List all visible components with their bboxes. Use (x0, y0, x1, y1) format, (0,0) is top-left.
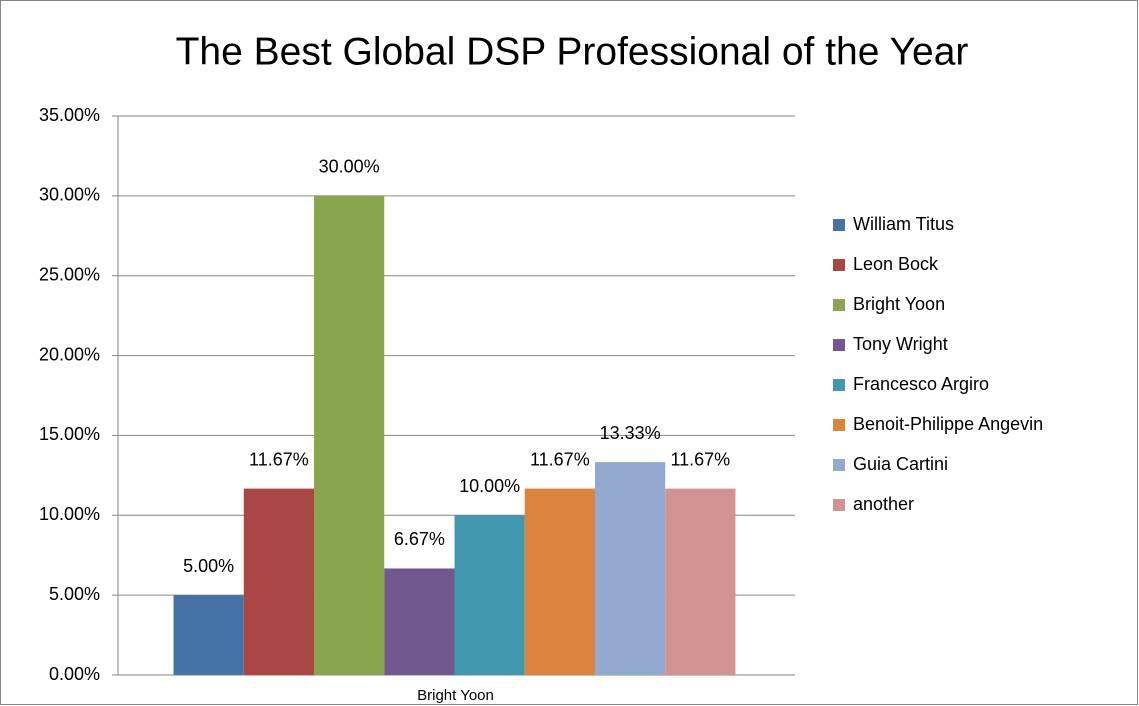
legend-swatch (833, 459, 845, 471)
bar (314, 195, 385, 675)
y-tick-label: 25.00% (39, 264, 100, 284)
bar (243, 488, 315, 675)
bar (384, 568, 455, 675)
bar (594, 462, 666, 675)
chart-title: The Best Global DSP Professional of the … (176, 30, 969, 73)
x-tick-label: Bright Yoon (417, 687, 494, 704)
legend-swatch (833, 419, 845, 431)
legend-swatch (833, 259, 845, 271)
legend-label: Tony Wright (853, 334, 948, 354)
legend-label: Benoit-Philippe Angevin (853, 414, 1043, 434)
value-label: 5.00% (183, 556, 234, 576)
y-tick-label: 35.00% (39, 105, 100, 125)
legend-label: Francesco Argiro (853, 374, 989, 394)
y-tick-label: 15.00% (39, 424, 100, 444)
legend-label: Guia Cartini (853, 454, 948, 474)
y-tick-label: 20.00% (39, 344, 100, 364)
legend-label: William Titus (853, 214, 954, 234)
y-tick-label: 0.00% (49, 664, 100, 684)
value-label: 6.67% (394, 529, 445, 549)
value-label: 13.33% (600, 423, 661, 443)
bar (524, 488, 595, 675)
value-label: 30.00% (319, 157, 380, 177)
legend-swatch (833, 299, 845, 311)
value-label: 11.67% (530, 449, 590, 469)
legend-label: Leon Bock (853, 254, 939, 274)
legend-swatch (833, 379, 845, 391)
bar (173, 595, 244, 675)
y-tick-label: 5.00% (49, 584, 100, 604)
y-tick-label: 10.00% (39, 504, 100, 524)
bar (665, 488, 736, 675)
value-label: 11.67% (670, 449, 730, 469)
legend-swatch (833, 499, 845, 511)
legend-swatch (833, 219, 845, 231)
value-label: 11.67% (249, 449, 309, 469)
legend-label: Bright Yoon (853, 294, 945, 314)
value-label: 10.00% (459, 476, 520, 496)
bar (454, 515, 525, 675)
legend-swatch (833, 339, 845, 351)
legend-label: another (853, 494, 914, 514)
y-tick-label: 30.00% (39, 185, 100, 205)
